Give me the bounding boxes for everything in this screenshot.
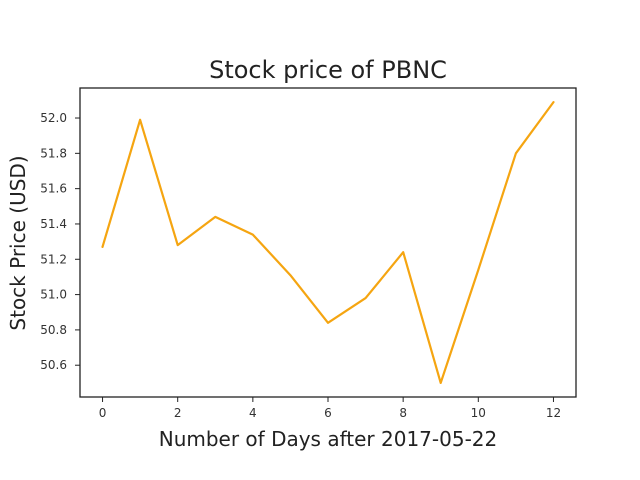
y-tick-label: 50.8	[40, 323, 67, 337]
y-axis: 50.6 50.8 51.0 51.2 51.4 51.6 51.8 52.0	[40, 111, 80, 372]
y-tick-label: 50.6	[40, 358, 67, 372]
y-tick-label: 51.0	[40, 288, 67, 302]
series-group	[101, 100, 555, 384]
x-tick-label: 6	[324, 406, 332, 420]
x-tick-label: 10	[471, 406, 486, 420]
plot-frame	[79, 87, 577, 398]
x-tick-label: 2	[174, 406, 182, 420]
y-tick-label: 52.0	[40, 111, 67, 125]
y-tick-label: 51.6	[40, 182, 67, 196]
x-tick-label: 0	[99, 406, 107, 420]
x-tick-label: 4	[249, 406, 257, 420]
y-axis-label: Stock Price (USD)	[6, 155, 30, 330]
y-tick-label: 51.2	[40, 252, 67, 266]
x-axis: 0 2 4 6 8 10 12	[99, 397, 561, 420]
x-tick-label: 12	[546, 406, 561, 420]
series-line	[101, 100, 555, 384]
chart-title: Stock price of PBNC	[209, 56, 447, 84]
x-axis-label: Number of Days after 2017-05-22	[159, 427, 498, 451]
x-tick-label: 8	[399, 406, 407, 420]
y-tick-label: 51.8	[40, 146, 67, 160]
plot-area: 0 2 4 6 8 10 12 50.6 50.8 51.0 51.2 51.4 51.6 51.8 52…	[40, 87, 577, 420]
y-tick-label: 51.4	[40, 217, 67, 231]
